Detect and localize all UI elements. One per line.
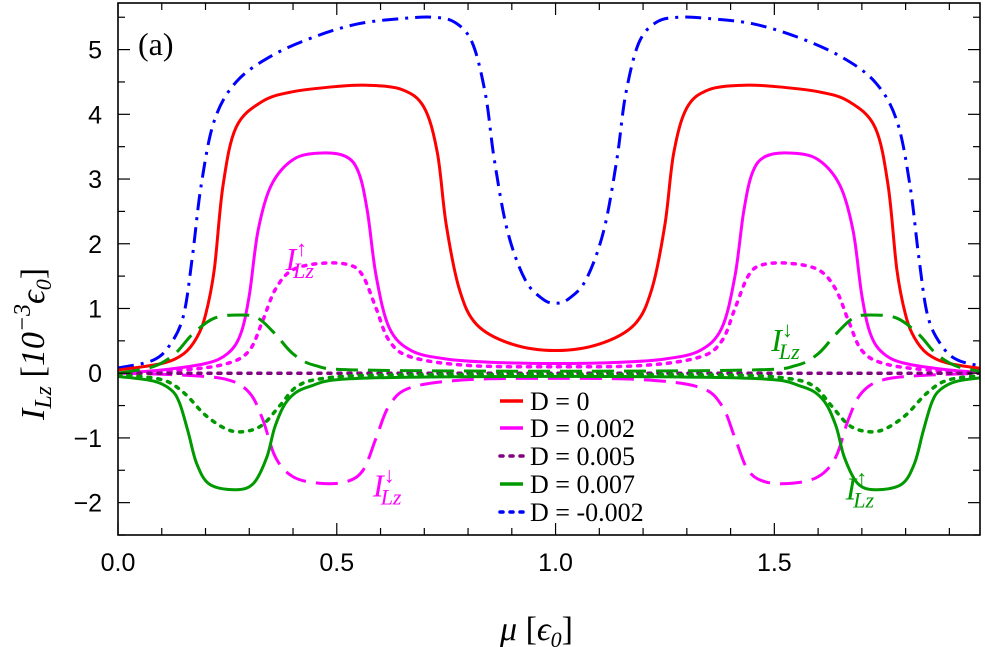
y-tick-label: −1: [73, 425, 102, 453]
legend-label: D = 0: [530, 387, 589, 416]
legend-label: D = 0.005: [530, 442, 635, 471]
y-tick-label: 4: [88, 101, 102, 129]
y-tick-label: 2: [88, 231, 102, 259]
legend-label: D = 0.002: [530, 414, 635, 443]
y-tick-label: 0: [88, 360, 102, 388]
legend-item: D = 0.002: [500, 414, 635, 443]
series-line-6: [118, 374, 980, 492]
series-layer: [118, 15, 980, 492]
curve-annotation: I↓ Lz: [372, 462, 402, 509]
ticks-layer: 0.0 0.5 1.0 1.5 −2 −1 0 1 2 3 4 5: [73, 3, 980, 577]
series-line-2: [118, 151, 980, 375]
legend-label: D = -0.002: [530, 498, 644, 527]
curve-annotation: I↑ Lz: [845, 466, 875, 513]
legend-item: D = 0.005: [498, 442, 635, 471]
x-tick-label: 1.5: [757, 549, 792, 577]
x-axis-label: μ [ϵ0]: [499, 611, 573, 647]
series-line-7: [118, 313, 980, 375]
legend-item: D = 0.007: [500, 470, 635, 499]
legend-label: D = 0.007: [530, 470, 635, 499]
x-tick-label: 1.0: [538, 549, 573, 577]
y-axis-label: ILz [10−3ϵ0]: [10, 268, 57, 421]
series-line-1: [118, 83, 980, 372]
x-tick-label: 0.0: [101, 549, 136, 577]
annotations: I↑ Lz I↓ Lz I↓ Lz I↑ Lz: [285, 236, 875, 513]
curve-annotation: I↑ Lz: [285, 236, 315, 283]
curve-annotation: I↓ Lz: [770, 317, 800, 364]
series-line-3: [118, 261, 980, 375]
legend-item: D = -0.002: [498, 498, 644, 527]
legend-item: D = 0: [500, 387, 589, 416]
y-tick-label: 1: [88, 295, 102, 323]
series-line-4: [118, 371, 980, 486]
y-tick-label: 5: [88, 37, 102, 65]
panel-label: (a): [138, 26, 174, 62]
plot-frame: [117, 2, 981, 536]
x-tick-label: 0.5: [319, 549, 354, 577]
y-tick-label: −2: [73, 490, 102, 518]
y-tick-label: 3: [88, 166, 102, 194]
